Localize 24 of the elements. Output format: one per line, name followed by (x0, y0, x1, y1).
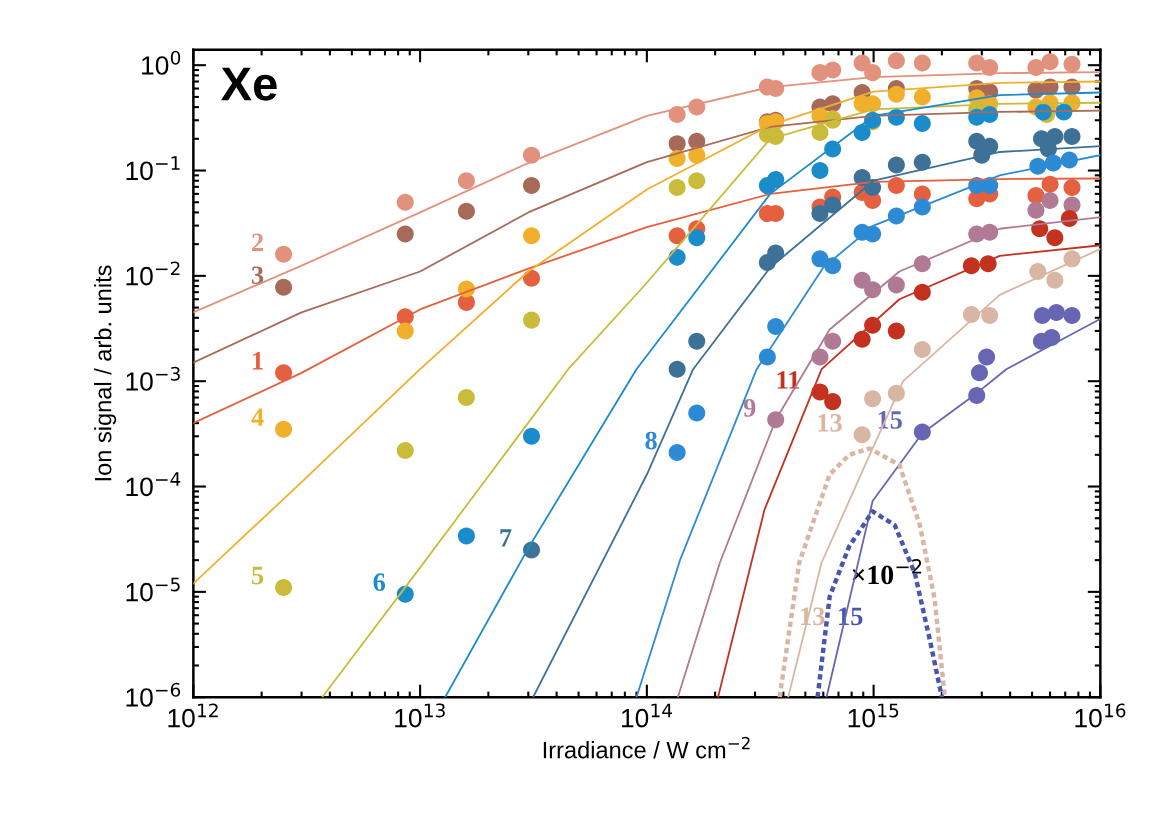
y-tick-label: 10$^{−5}$ (126, 577, 180, 602)
series-label: 2 (252, 233, 264, 251)
series-label: 5 (252, 566, 264, 585)
x-tick-label: 10$^{14}$ (621, 703, 673, 728)
series-label: 3 (251, 266, 264, 285)
series-label: 1 (253, 352, 263, 370)
series-label: 11 (777, 371, 800, 389)
x-tick-label: 10$^{13}$ (395, 703, 445, 728)
x-tick-label: 10$^{16}$ (1075, 703, 1126, 728)
y-tick-label: 10$^{−3}$ (126, 366, 180, 391)
chart-title: Xe (220, 67, 277, 101)
y-tick-label: 10$^{−4}$ (126, 472, 181, 497)
series-label: 7 (500, 529, 512, 547)
y-axis-title: Ion signal / arb. units (94, 265, 117, 481)
series-label: 6 (373, 573, 386, 592)
x-axis-title: Irradiance / W cm$^{−2}$ (543, 736, 750, 759)
y-tick-label: 10$^{−1}$ (126, 156, 180, 181)
series-label: 9 (743, 398, 756, 417)
y-tick-label: 10$^{0}$ (142, 50, 181, 75)
series-label: 4 (251, 408, 264, 426)
series-label: 13 (818, 413, 842, 432)
series-label: 8 (645, 431, 657, 450)
x-tick-label: 10$^{15}$ (848, 703, 899, 728)
y-tick-label: 10$^{−2}$ (126, 261, 180, 286)
